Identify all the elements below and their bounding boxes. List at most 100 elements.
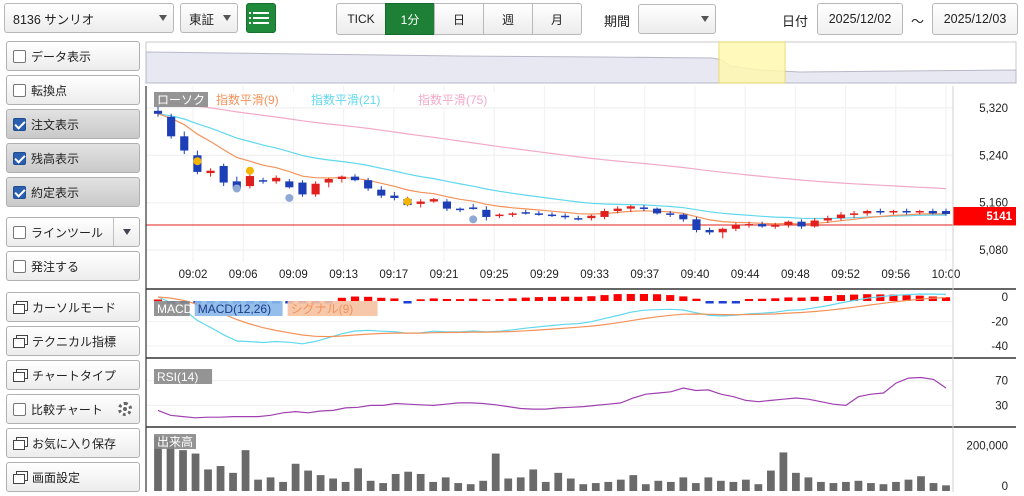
volume-bar <box>391 473 400 491</box>
toggle-compare-chart[interactable]: 比較チャート <box>6 394 140 424</box>
volume-legend: 出来高 <box>154 434 196 449</box>
gear-icon[interactable] <box>118 402 132 416</box>
rsi-grid <box>146 380 953 406</box>
macd-histogram-bar <box>337 297 346 301</box>
volume-bar <box>191 453 200 491</box>
volume-bar <box>291 463 300 491</box>
technical-indicators-button[interactable]: テクニカル指標 <box>6 326 140 356</box>
macd-histogram-bar <box>784 297 793 301</box>
volume-bar <box>329 478 337 491</box>
toggle-place-order[interactable]: 発注する <box>6 251 140 281</box>
popup-window-icon <box>13 335 28 348</box>
macd-histogram-bar <box>390 298 399 301</box>
checkbox-icon <box>13 402 26 416</box>
time-x-tick: 09:25 <box>480 269 509 281</box>
range-separator: ～ <box>911 14 925 29</box>
time-x-tick: 09:56 <box>881 269 910 281</box>
volume-bar <box>666 481 675 491</box>
volume-bar <box>441 477 450 491</box>
tab-tick[interactable]: TICK <box>336 3 386 35</box>
current-price-label: 5141 <box>986 211 1012 223</box>
time-x-tick: 09:21 <box>430 269 459 281</box>
volume-bar <box>729 481 738 491</box>
time-x-tick: 09:29 <box>530 269 559 281</box>
volume-bar <box>829 483 838 491</box>
chart-type-button[interactable]: チャートタイプ <box>6 360 140 390</box>
macd-histogram-bar <box>613 294 622 301</box>
sidebar-item-label: 約定表示 <box>31 185 80 200</box>
sidebar-item-label: 注文表示 <box>31 117 80 132</box>
overview-navigator[interactable] <box>145 41 1017 84</box>
checkbox-icon <box>13 259 26 273</box>
candle-body <box>941 211 951 214</box>
period-select[interactable] <box>638 4 716 34</box>
time-x-tick: 09:37 <box>630 269 659 281</box>
screen-settings-button[interactable]: 画面設定 <box>6 462 140 492</box>
candle-body <box>849 213 859 215</box>
macd-histogram-bar <box>639 294 649 301</box>
macd-histogram-bar <box>902 295 911 301</box>
macd-histogram-bar <box>849 294 859 301</box>
macd-histogram-bar <box>889 294 898 301</box>
tab-daily[interactable]: 日 <box>434 3 484 35</box>
macd-histogram-bar <box>666 295 675 301</box>
volume-legend-entry-bg <box>154 434 196 449</box>
tab-1min[interactable]: 1分 <box>385 3 435 35</box>
toggle-position-display[interactable]: 残高表示 <box>6 143 140 173</box>
candle-body <box>298 182 307 195</box>
cursor-mode-button[interactable]: カーソルモード <box>6 292 140 322</box>
candle-body <box>600 211 609 217</box>
candle-body <box>416 201 425 204</box>
date-from-input[interactable]: 2025/12/02 <box>817 3 903 35</box>
navigator-selection[interactable] <box>718 41 786 84</box>
macd-histogram-bar <box>758 298 767 301</box>
macd-histogram-bar <box>442 298 452 301</box>
market-select[interactable]: 東証 <box>180 3 238 33</box>
buy-fill-marker <box>193 157 202 166</box>
tab-monthly[interactable]: 月 <box>532 3 582 35</box>
candle-body <box>731 225 740 229</box>
market-label: 東証 <box>189 12 215 27</box>
sidebar-item-label: 発注する <box>31 259 80 274</box>
macd-line <box>157 293 947 345</box>
toggle-line-tool[interactable]: ラインツール <box>6 217 140 247</box>
volume-bar <box>716 480 725 491</box>
sidebar-item-label: 残高表示 <box>31 151 80 166</box>
volume-bar <box>892 481 900 491</box>
volume-bar <box>454 483 463 491</box>
sidebar-item-label: お気に入り保存 <box>32 436 117 451</box>
toggle-order-display[interactable]: 注文表示 <box>6 109 140 139</box>
list-menu-button[interactable] <box>246 3 276 33</box>
volume-bar <box>704 477 713 491</box>
volume-bar <box>479 480 488 491</box>
candle-body <box>915 211 924 213</box>
save-favorite-button[interactable]: お気に入り保存 <box>6 428 140 458</box>
symbol-select[interactable]: 8136 サンリオ <box>4 3 174 33</box>
candle-body <box>797 221 806 227</box>
volume-bar <box>779 452 788 491</box>
chevron-down-icon <box>159 15 167 21</box>
price-panel: 5,320 5,240 5,160 5,080 09:02 09:06 09:09 09:1… <box>146 86 1016 281</box>
price-legend-entry-label: 指数平滑(21) <box>311 92 380 107</box>
macd-panel: 0 -20 -40 MACD MACD(12,26) シグナル(9) <box>146 288 1016 353</box>
macd-legend-entry-bg <box>194 301 283 316</box>
toggle-turning-points[interactable]: 転換点 <box>6 75 140 105</box>
line-tool-dropdown[interactable] <box>113 218 139 246</box>
macd-histogram-bar <box>534 297 543 301</box>
date-to-input[interactable]: 2025/12/03 <box>932 3 1018 35</box>
checkbox-checked-icon <box>13 151 26 165</box>
rsi-panel: 70 30 RSI(14) <box>146 357 1016 419</box>
macd-histogram-bar <box>377 297 386 301</box>
candle-body <box>613 208 622 212</box>
volume-bar <box>904 479 913 491</box>
toggle-execution-display[interactable]: 約定表示 <box>6 177 140 207</box>
candle-body <box>337 176 346 179</box>
candle-body <box>272 177 281 182</box>
price-legend-entry-bg <box>308 92 410 107</box>
toggle-data-display[interactable]: データ表示 <box>6 41 140 71</box>
candle-body <box>561 215 570 218</box>
volume-bar <box>466 484 475 491</box>
time-x-tick: 09:48 <box>781 269 810 281</box>
tab-weekly[interactable]: 週 <box>483 3 533 35</box>
